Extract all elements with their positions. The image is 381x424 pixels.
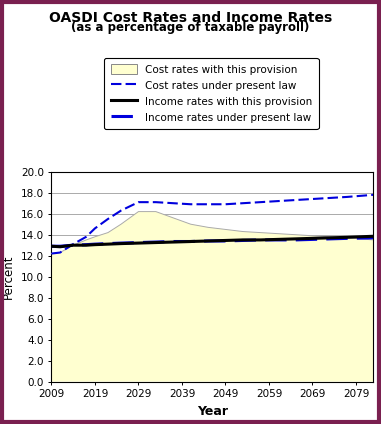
Text: (as a percentage of taxable payroll): (as a percentage of taxable payroll): [71, 21, 310, 34]
Y-axis label: Percent: Percent: [2, 254, 15, 299]
X-axis label: Year: Year: [197, 405, 228, 418]
Text: OASDI Cost Rates and Income Rates: OASDI Cost Rates and Income Rates: [49, 11, 332, 25]
Legend: Cost rates with this provision, Cost rates under present law, Income rates with : Cost rates with this provision, Cost rat…: [104, 58, 319, 129]
